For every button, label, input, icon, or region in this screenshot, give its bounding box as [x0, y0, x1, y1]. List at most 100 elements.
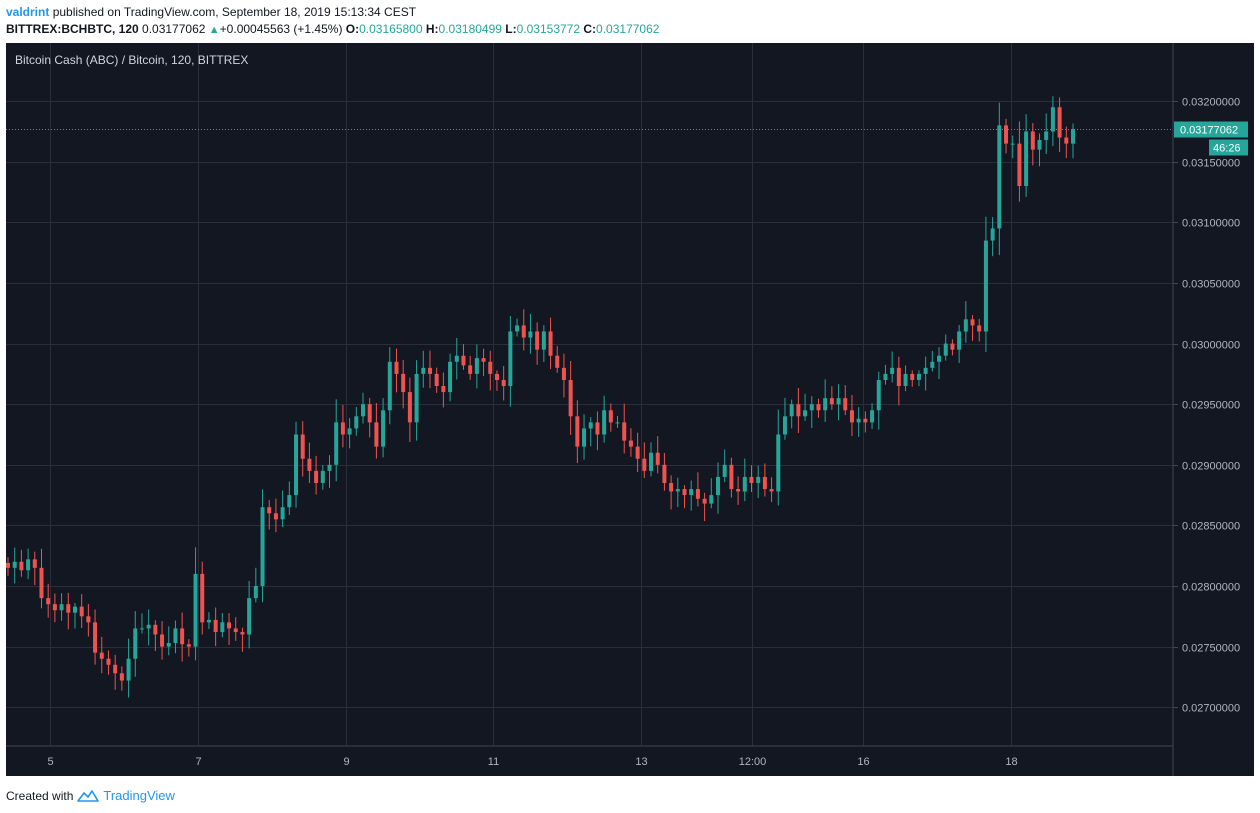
time-tick-label: 13 — [635, 756, 647, 768]
candle-body — [836, 398, 841, 405]
last-price-tag-label: 0.03177062 — [1180, 125, 1238, 137]
candle-body — [923, 367, 928, 374]
close-value: 0.03177062 — [596, 22, 660, 36]
candle-body — [6, 562, 10, 568]
candle-body — [782, 416, 787, 435]
footer: Created with TradingView — [6, 788, 175, 803]
candle-body — [407, 392, 412, 423]
candle-body — [139, 628, 144, 630]
candle-body — [113, 664, 118, 674]
candle-body — [273, 513, 278, 520]
candle-body — [414, 373, 419, 423]
candle-body — [983, 240, 988, 332]
candle-body — [99, 652, 104, 659]
candle-body — [314, 470, 319, 483]
up-triangle-icon: ▲ — [208, 24, 220, 36]
candle-body — [474, 358, 479, 374]
candle-body — [193, 573, 198, 647]
candle-body — [702, 498, 707, 504]
candle-body — [441, 386, 446, 393]
candle-body — [903, 373, 908, 387]
candle-body — [247, 598, 252, 635]
price-tick-label: 0.03000000 — [1182, 340, 1240, 352]
price-tick-label: 0.02750000 — [1182, 643, 1240, 655]
candle-body — [86, 616, 91, 623]
candle-body — [434, 373, 439, 387]
candle-body — [963, 319, 968, 332]
open-value: 0.03165800 — [359, 22, 423, 36]
candle-body — [166, 642, 171, 647]
price-tick-label: 0.03100000 — [1182, 218, 1240, 230]
candle-body — [468, 365, 473, 374]
candle-body — [501, 379, 506, 387]
candlestick-chart[interactable]: 0.02700000 0.02750000 0.02800000 0.02850000… — [6, 43, 1254, 776]
symbol-label: BITTREX:BCHBTC, 120 — [6, 22, 139, 36]
close-label: C: — [583, 22, 597, 36]
candle-body — [461, 355, 466, 366]
candle-body — [575, 416, 580, 447]
candle-body — [347, 428, 352, 435]
candle-body — [1017, 143, 1022, 187]
candle-body — [555, 355, 560, 368]
high-label: H: — [425, 22, 439, 36]
candle-body — [427, 367, 432, 374]
chart-background — [6, 43, 1254, 776]
candle-body — [1064, 137, 1069, 144]
candle-body — [327, 464, 332, 471]
last-price-line: 0.03177062 46:26 — [6, 121, 1248, 156]
time-tick-label: 12:00 — [739, 756, 767, 768]
price-tick-label: 0.02900000 — [1182, 461, 1240, 473]
chart-title: Bitcoin Cash (ABC) / Bitcoin, 120, BITTR… — [15, 53, 248, 67]
candle-body — [649, 452, 654, 471]
candle-body — [515, 325, 520, 332]
candle-body — [448, 361, 453, 393]
candle-body — [896, 367, 901, 387]
candle-body — [582, 428, 587, 447]
candle-body — [628, 440, 633, 447]
candle-body — [387, 361, 392, 411]
candle-body — [334, 422, 339, 465]
tradingview-link[interactable]: TradingView — [103, 788, 175, 803]
candle-body — [695, 489, 700, 499]
candle-body — [890, 367, 895, 374]
candle-body — [843, 398, 848, 411]
candle-body — [1030, 131, 1035, 150]
candle-body — [494, 373, 499, 380]
candle-body — [809, 404, 814, 411]
candle-body — [709, 495, 714, 504]
candle-body — [1037, 139, 1042, 150]
candle-body — [541, 331, 546, 350]
candle-body — [615, 422, 620, 424]
candle-body — [374, 422, 379, 447]
candle-body — [307, 458, 312, 471]
price-tick-label: 0.03200000 — [1182, 97, 1240, 109]
candle-body — [1024, 131, 1029, 187]
candle-body — [19, 561, 24, 571]
candle-body — [106, 658, 111, 665]
candle-body — [146, 624, 151, 629]
price-change: +0.00045563 (+1.45%) — [219, 22, 343, 36]
candle-body — [354, 416, 359, 429]
price-tick-label: 0.02800000 — [1182, 582, 1240, 594]
price-axis[interactable]: 0.02700000 0.02750000 0.02800000 0.02850000… — [1173, 97, 1240, 715]
candle-body — [689, 489, 694, 496]
candle-body — [910, 373, 915, 380]
candle-body — [876, 379, 881, 411]
price-tick-label: 0.02850000 — [1182, 521, 1240, 533]
countdown-label: 46:26 — [1213, 143, 1241, 155]
candle-body — [682, 489, 687, 496]
time-axis[interactable]: 5 7 9 11 13 12:00 16 18 — [47, 756, 1017, 768]
candle-body — [997, 125, 1002, 229]
candle-body — [588, 422, 593, 429]
candle-body — [816, 404, 821, 411]
candle-body — [260, 507, 265, 587]
candle-body — [126, 658, 131, 681]
publisher-username[interactable]: valdrint — [6, 5, 50, 19]
candle-body — [66, 604, 71, 613]
candle-body — [52, 604, 57, 611]
candle-body — [39, 567, 44, 599]
candle-body — [769, 489, 774, 492]
candle-body — [622, 422, 627, 441]
candle-body — [294, 434, 299, 496]
candle-body — [227, 622, 232, 629]
